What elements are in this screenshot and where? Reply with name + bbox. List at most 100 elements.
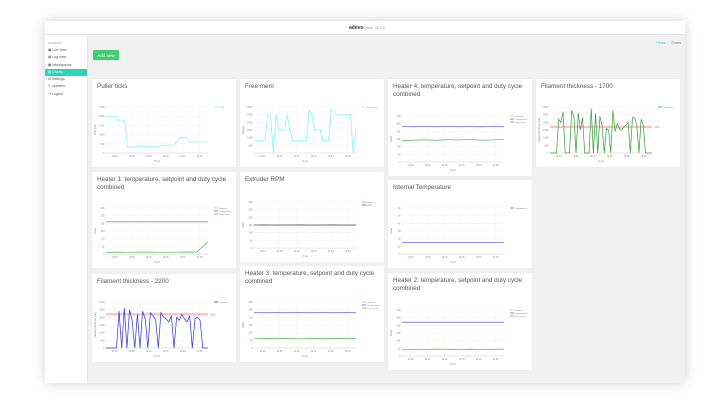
- breadcrumb-home[interactable]: Home: [656, 41, 666, 45]
- y-tick-label: 1000: [99, 332, 105, 335]
- sidebar-item-live-view[interactable]: ▣ Live view: [45, 47, 87, 54]
- sidebar-section-label: GENERAL: [48, 41, 63, 45]
- x-tick-label: 12:05: [277, 250, 284, 253]
- y-tick-label: 150: [249, 224, 254, 227]
- x-tick-label: 12:15: [311, 155, 318, 158]
- chart-card: Free mem 500 1000 1500 2000 2500 3000 12:00 12:0…: [240, 79, 384, 167]
- y-tick-label: 250: [397, 123, 402, 126]
- x-tick-label: 12:10: [590, 155, 597, 158]
- y-tick-label: 250: [249, 309, 254, 312]
- y-axis-label: Filament thickness [um]: [538, 117, 541, 142]
- y-tick-label: 2000: [99, 316, 105, 319]
- y-tick-label: 1000: [543, 137, 549, 140]
- x-tick-label: 12:25: [345, 155, 352, 158]
- x-tick-label: 12:25: [197, 155, 204, 158]
- sidebar-item-label: Charts: [52, 69, 63, 74]
- x-tick-label: 12:15: [459, 358, 466, 361]
- x-tick-label: 12:15: [311, 250, 318, 253]
- chart-card: Heater 1: temperature, setpoint and duty…: [92, 172, 236, 268]
- y-tick-label: 50: [250, 239, 253, 242]
- x-tick-label: 12:25: [345, 350, 352, 353]
- chart-card: Extruder RPM 0 50 100 150 200 250 300 12:00 12:05…: [240, 172, 384, 262]
- x-tick-label: 12:25: [197, 350, 204, 353]
- add-new-button[interactable]: Add new: [93, 50, 119, 60]
- y-tick-label: 300: [249, 301, 254, 304]
- x-tick-label: 12:05: [425, 164, 432, 167]
- x-tick-label: 12:00: [408, 358, 415, 361]
- x-tick-label: 12:15: [163, 256, 170, 259]
- x-tick-label: 12:05: [277, 350, 284, 353]
- legend-label: Free mem: [367, 106, 377, 109]
- chart-svg: 0 500 1000 1500 2000 2500 3000 12:00 12:05 12:10 1…: [94, 301, 230, 358]
- y-tick-label: 300: [249, 201, 254, 204]
- x-axis-label: Time: [302, 254, 308, 258]
- logo[interactable]: adevo: [349, 25, 364, 31]
- x-axis-label: Time: [450, 260, 456, 264]
- y-tick-label: 100: [397, 146, 402, 149]
- x-tick-label: 12:25: [493, 358, 500, 361]
- x-tick-label: 12:10: [146, 350, 153, 353]
- chart-svg: 0 50 100 150 200 250 300 12:00 12:05 12:10 12:15 12…: [390, 115, 528, 172]
- sidebar-item-label: Updates: [51, 84, 65, 89]
- y-tick-label: 100: [101, 238, 106, 241]
- y-tick-label: 0: [103, 347, 105, 350]
- legend-label: Duty Cycle: [219, 213, 230, 216]
- threshold-label: 2200: [210, 313, 216, 316]
- legend-label: Duty Cycle: [367, 307, 378, 310]
- sidebar-item-logout[interactable]: ⇥ Logout: [45, 91, 87, 98]
- sidebar-item-updates[interactable]: ✎ Updates: [45, 83, 87, 90]
- x-tick-label: 12:20: [624, 155, 631, 158]
- x-tick-label: 12:10: [146, 256, 153, 259]
- y-tick-label: 0: [399, 161, 401, 164]
- y-tick-label: 0: [399, 253, 401, 256]
- x-axis-label: Time: [302, 159, 308, 163]
- y-tick-label: 500: [545, 144, 550, 147]
- sidebar-item-label: Log view: [52, 55, 67, 60]
- x-tick-label: 12:25: [493, 256, 500, 259]
- y-tick-label: 2000: [99, 115, 105, 118]
- chart-title: Extruder RPM: [245, 176, 285, 183]
- x-tick-label: 12:20: [180, 256, 187, 259]
- sidebar-item-settings[interactable]: ⚙ Settings: [45, 76, 87, 83]
- series-line: [401, 348, 505, 351]
- x-tick-label: 12:10: [294, 250, 301, 253]
- y-axis-label: Temp: [94, 227, 97, 234]
- version-label: v1.0.0: [375, 26, 385, 30]
- y-axis-label: Temp: [390, 135, 393, 142]
- x-axis-label: Time: [450, 362, 456, 366]
- y-tick-label: 40: [398, 222, 401, 225]
- legend-label: Thickness: [663, 107, 674, 109]
- y-tick-label: 500: [101, 143, 106, 146]
- chart-title: Heater 3: temperature, setpoint and duty…: [245, 270, 375, 285]
- y-tick-label: 2500: [99, 106, 105, 109]
- x-tick-label: 12:25: [197, 256, 204, 259]
- y-tick-label: 0: [251, 347, 253, 350]
- y-axis-label: Ticks [1/s]: [94, 124, 97, 135]
- y-tick-label: 50: [398, 153, 401, 156]
- chart-card: Heater 3: temperature, setpoint and duty…: [240, 266, 384, 362]
- series-line: [106, 115, 208, 148]
- x-tick-label: 12:20: [476, 358, 483, 361]
- y-tick-label: 200: [397, 130, 402, 133]
- sidebar-item-workspaces[interactable]: ▦ Workspaces: [45, 62, 87, 69]
- app-window: adevo Online v1.0.0 GENERAL ▣ Live view ▤…: [45, 21, 685, 383]
- y-tick-label: 1500: [543, 129, 549, 132]
- chart-svg: 0 10 20 30 40 50 60 12:00 12:05 12:10 12:15 12:20 12…: [390, 207, 528, 264]
- y-tick-label: 200: [397, 324, 402, 327]
- sidebar-item-charts[interactable]: ▥ Charts: [45, 68, 87, 77]
- legend-label: Thickness: [219, 302, 230, 304]
- breadcrumb-current: Charts: [670, 41, 681, 45]
- sidebar-item-log-view[interactable]: ▤ Log view: [45, 54, 87, 61]
- chart-svg: 0 50 100 150 200 250 300 12:00 12:05 12:10 12:15 12…: [242, 201, 375, 258]
- series-line: [105, 241, 209, 253]
- chart-svg: 500 1000 1500 2000 2500 3000 12:00 12:05 12:10 12…: [242, 106, 377, 163]
- chart-svg: 0 50 100 150 200 250 300 12:00 12:05 12:10 12:15 12…: [390, 309, 528, 366]
- x-tick-label: 12:20: [180, 350, 187, 353]
- y-tick-label: 2000: [543, 121, 549, 124]
- y-tick-label: 50: [250, 339, 253, 342]
- chart-svg: 0 50 100 150 200 250 300 12:00 12:05 12:10 12:15 12…: [242, 301, 380, 358]
- y-tick-label: 30: [398, 230, 401, 233]
- y-tick-label: 20: [398, 238, 401, 241]
- sidebar-item-label: Settings: [52, 77, 65, 82]
- folder-icon: ▦: [48, 62, 52, 67]
